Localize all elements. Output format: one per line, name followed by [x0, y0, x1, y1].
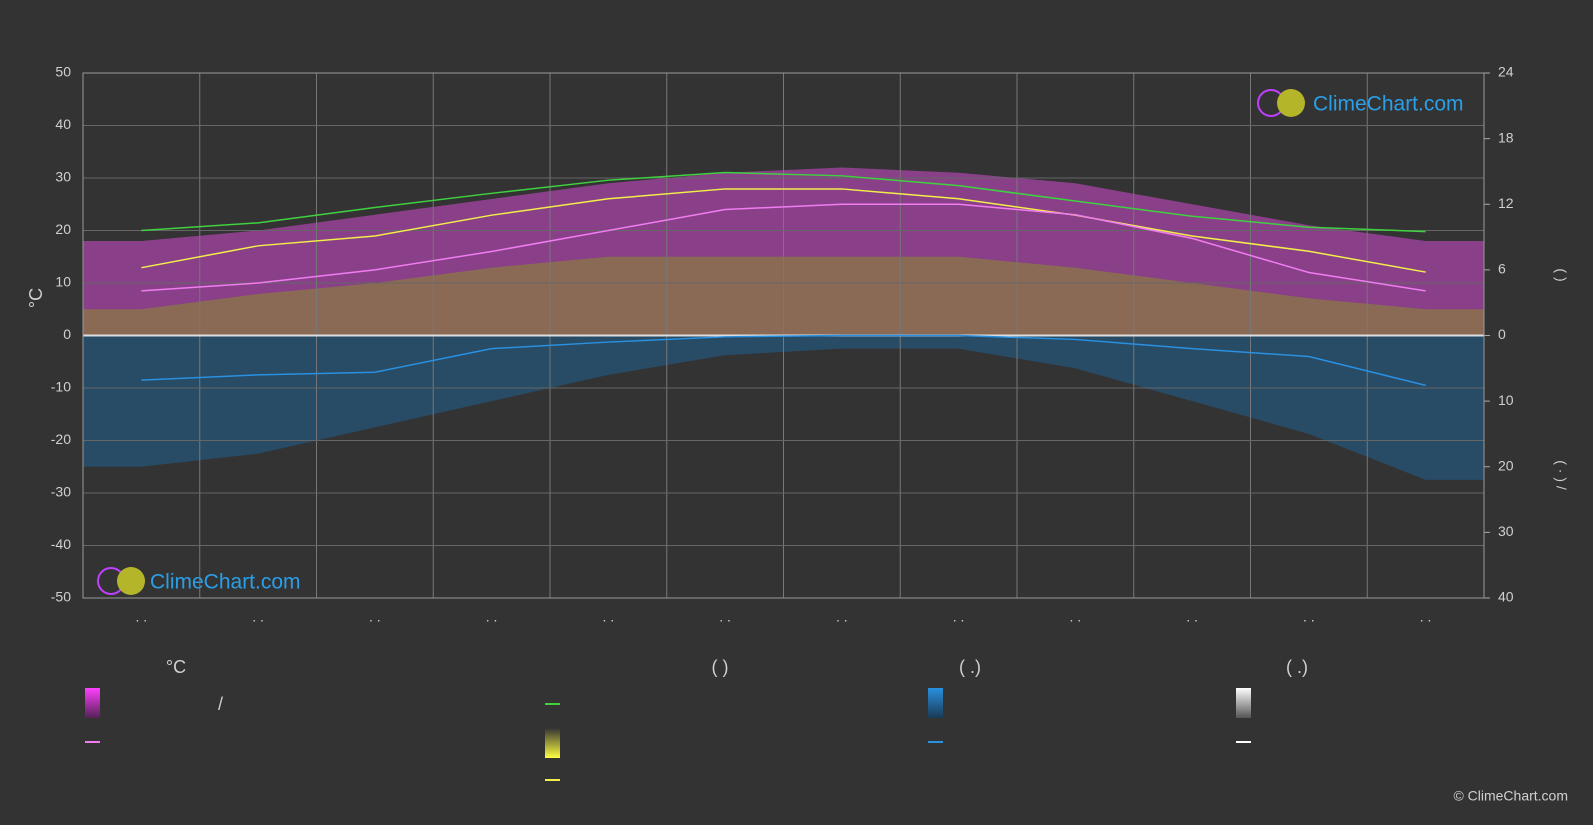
x-tick-label: . . — [486, 609, 498, 625]
x-tick-label: . . — [1186, 609, 1198, 625]
rain-tick-label: 20 — [1498, 457, 1514, 473]
series-line — [141, 334, 1426, 387]
legend-header: ( .) — [1286, 657, 1308, 677]
x-tick-label: . . — [719, 609, 731, 625]
y-axis-title: °C — [26, 288, 46, 308]
legend-header: ( ) — [712, 657, 729, 677]
x-tick-label: . . — [252, 609, 264, 625]
plot-frame — [82, 72, 1485, 599]
y-tick-label: 30 — [55, 169, 71, 185]
rain-tick-label: 40 — [1498, 589, 1514, 605]
sun-tick-label: 0 — [1498, 326, 1506, 342]
y-tick-label: -50 — [51, 589, 71, 605]
sun-axis-title: ( ) — [1553, 268, 1569, 281]
sun-tick-label: 12 — [1498, 195, 1514, 211]
legend-swatch — [928, 688, 943, 718]
x-tick-label: . . — [836, 609, 848, 625]
x-tick-label: . . — [369, 609, 381, 625]
sun-tick-label: 18 — [1498, 129, 1514, 145]
x-tick-label: . . — [953, 609, 965, 625]
y-tick-label: 0 — [63, 326, 71, 342]
logo-top: ClimeChart.com — [1257, 89, 1464, 117]
y-tick-label: 50 — [55, 64, 71, 80]
y-tick-label: 40 — [55, 116, 71, 132]
x-tick-label: . . — [1303, 609, 1315, 625]
legend-header: °C — [166, 657, 186, 677]
legend-header: ( .) — [959, 657, 981, 677]
sun-tick-label: 6 — [1498, 261, 1506, 277]
rain-tick-label: 30 — [1498, 523, 1514, 539]
y-tick-label: -30 — [51, 484, 71, 500]
legend-swatch — [85, 688, 100, 718]
copyright: © ClimeChart.com — [1453, 788, 1568, 804]
y-tick-label: 20 — [55, 221, 71, 237]
x-tick-label: . . — [603, 609, 615, 625]
legend-swatch — [1236, 688, 1251, 718]
logo-text: ClimeChart.com — [150, 571, 301, 594]
y-tick-label: -40 — [51, 536, 71, 552]
sun-tick-label: 24 — [1498, 64, 1514, 80]
logo-bottom: ClimeChart.com — [97, 567, 301, 595]
legend-swatch — [545, 728, 560, 758]
x-tick-label: . . — [136, 609, 148, 625]
series-line — [141, 171, 1426, 233]
series-line — [141, 203, 1426, 292]
series-line — [141, 188, 1426, 273]
x-tick-label: . . — [1070, 609, 1082, 625]
y-tick-label: -10 — [51, 379, 71, 395]
x-tick-label: . . — [1420, 609, 1432, 625]
rain-tick-label: 10 — [1498, 392, 1514, 408]
logo-text: ClimeChart.com — [1313, 93, 1464, 116]
y-tick-label: 10 — [55, 274, 71, 290]
rain-axis-title: ( · ) / — [1553, 460, 1569, 490]
legend-slash: / — [218, 694, 223, 714]
y-tick-label: -20 — [51, 431, 71, 447]
